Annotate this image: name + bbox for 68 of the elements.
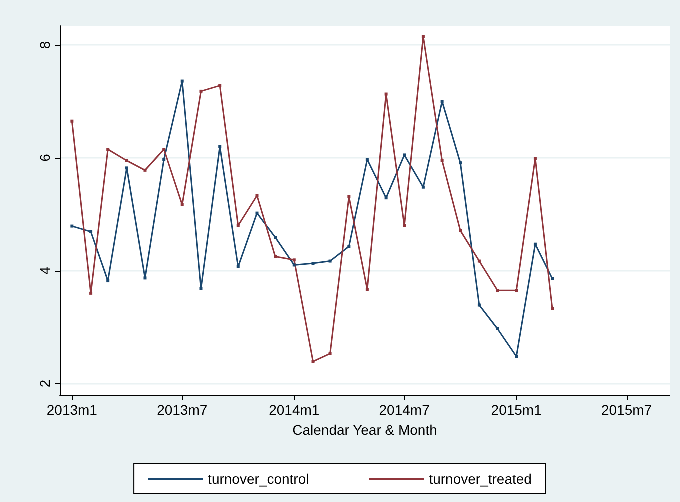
x-tick-label: 2013m7 [157, 402, 208, 418]
y-tick-label: 8 [37, 41, 53, 50]
point [90, 292, 93, 295]
point [180, 203, 184, 206]
point [348, 245, 351, 248]
point [422, 35, 425, 38]
point [478, 304, 481, 307]
point [366, 288, 369, 291]
point [90, 230, 93, 234]
point [70, 120, 74, 123]
point [218, 145, 222, 148]
point [70, 224, 74, 228]
point [292, 264, 296, 267]
point [551, 277, 554, 280]
point [200, 287, 203, 290]
point [236, 265, 240, 268]
point [496, 289, 500, 292]
x-tick-label: 2015m1 [491, 402, 542, 418]
point [292, 258, 296, 262]
legend-label: turnover_control [208, 471, 310, 487]
point [125, 166, 128, 170]
point [534, 157, 537, 160]
point [422, 186, 425, 189]
point [384, 196, 388, 200]
point [106, 280, 110, 283]
point [440, 100, 444, 104]
point [348, 195, 351, 198]
x-tick-label: 2014m7 [379, 402, 430, 418]
x-tick-label: 2015m7 [601, 402, 652, 418]
point [236, 224, 240, 228]
legend-label: turnover_treated [429, 471, 532, 487]
line-series [70, 35, 554, 364]
point [256, 194, 259, 198]
point [144, 168, 147, 172]
point [515, 289, 518, 292]
point [328, 260, 332, 263]
point [312, 360, 315, 364]
point [256, 212, 259, 215]
point [162, 148, 166, 152]
y-tick-label: 4 [37, 266, 53, 275]
point [144, 276, 147, 280]
x-tick-label: 2013m1 [46, 402, 98, 418]
point [312, 262, 315, 266]
point [551, 307, 554, 310]
point [515, 355, 518, 358]
point [496, 327, 500, 330]
point [366, 158, 369, 162]
point [403, 224, 406, 228]
point [403, 154, 406, 157]
point [440, 159, 444, 162]
x-axis-title: Calendar Year & Month [292, 422, 438, 438]
point [274, 236, 278, 240]
point [328, 352, 332, 356]
point [459, 162, 462, 165]
point [162, 158, 166, 162]
point [274, 255, 278, 258]
y-tick-label: 6 [37, 154, 53, 162]
point [200, 90, 203, 93]
point [180, 80, 184, 83]
y-tick-label: 2 [37, 380, 53, 388]
point [125, 159, 128, 162]
point [534, 242, 537, 246]
x-tick-label: 2014m1 [269, 402, 320, 418]
point [106, 148, 110, 152]
point [384, 92, 388, 96]
point [459, 229, 462, 232]
point [478, 260, 481, 263]
point [218, 84, 222, 88]
